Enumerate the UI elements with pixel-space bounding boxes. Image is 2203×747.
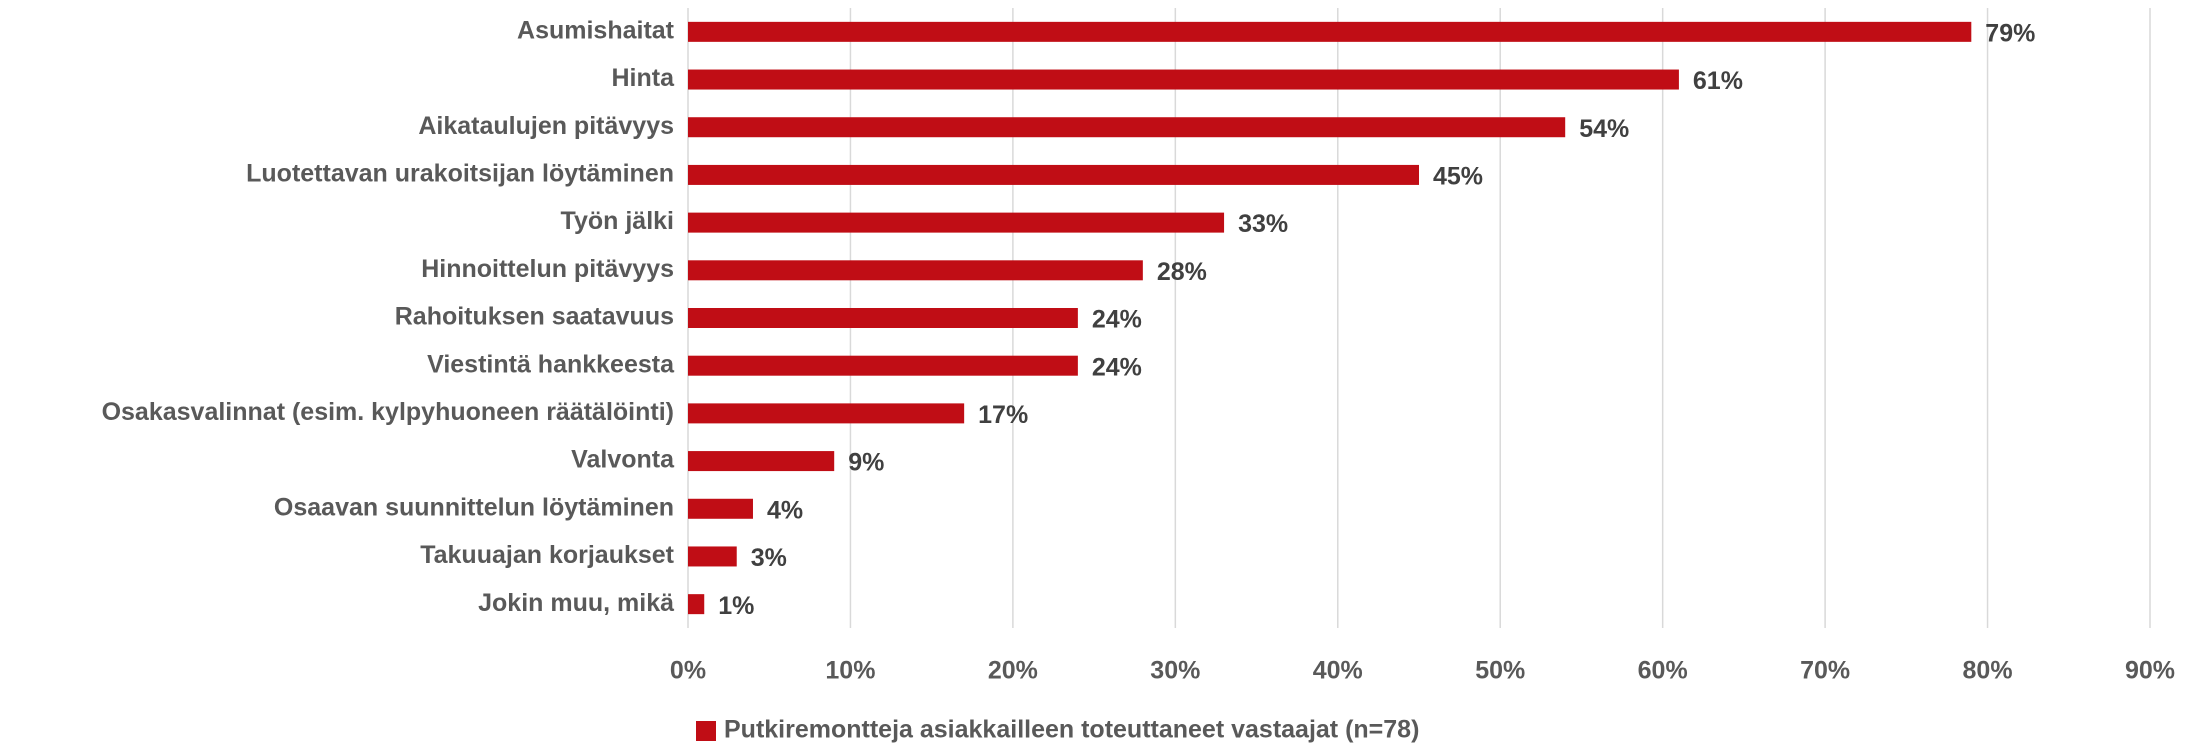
x-tick-label: 50% [1475, 657, 1525, 685]
data-label: 24% [1092, 353, 1142, 381]
y-tick-label: Aikataulujen pitävyys [418, 112, 674, 140]
x-tick-label: 90% [2125, 657, 2175, 685]
y-tick-label: Asumishaitat [517, 16, 675, 44]
bar [688, 69, 1679, 90]
legend-swatch [696, 721, 716, 741]
data-label: 61% [1693, 67, 1743, 95]
y-tick-label: Takuuajan korjaukset [420, 541, 674, 569]
data-label: 28% [1157, 258, 1207, 286]
y-tick-label: Valvonta [571, 446, 675, 474]
data-label: 3% [751, 544, 787, 572]
y-tick-label: Rahoituksen saatavuus [395, 303, 674, 331]
y-tick-label: Työn jälki [561, 207, 674, 235]
x-tick-label: 10% [825, 657, 875, 685]
data-label: 45% [1433, 163, 1483, 191]
x-tick-label: 0% [670, 657, 706, 685]
y-tick-label: Hinnoittelun pitävyys [421, 255, 674, 283]
x-tick-label: 60% [1638, 657, 1688, 685]
bar [688, 21, 1972, 42]
y-tick-label: Osakasvalinnat (esim. kylpyhuoneen räätä… [102, 398, 674, 426]
bar [688, 164, 1419, 185]
bar [688, 212, 1225, 233]
y-tick-label: Hinta [612, 64, 676, 92]
data-label: 79% [1985, 19, 2035, 47]
y-tick-label: Viestintä hankkeesta [427, 350, 675, 378]
x-tick-label: 70% [1800, 657, 1850, 685]
bar [688, 498, 753, 519]
data-label: 24% [1092, 306, 1142, 334]
bar [688, 308, 1078, 328]
bar [688, 594, 705, 615]
data-label: 1% [718, 592, 754, 620]
legend-label: Putkiremontteja asiakkailleen toteuttane… [724, 716, 1419, 744]
bar [688, 355, 1078, 376]
data-label: 33% [1238, 210, 1288, 238]
x-tick-label: 30% [1150, 657, 1200, 685]
bar [688, 403, 965, 424]
y-tick-label: Jokin muu, mikä [478, 589, 674, 617]
data-label: 17% [978, 401, 1028, 429]
x-tick-label: 80% [1963, 657, 2013, 685]
x-tick-label: 20% [988, 657, 1038, 685]
bar [688, 546, 737, 567]
x-tick-label: 40% [1313, 657, 1363, 685]
y-tick-label: Osaavan suunnittelun löytäminen [274, 493, 674, 521]
bar [688, 451, 835, 472]
bar [688, 117, 1566, 138]
bar [688, 260, 1143, 281]
data-label: 54% [1579, 115, 1629, 143]
y-tick-label: Luotettavan urakoitsijan löytäminen [246, 160, 674, 188]
data-label: 4% [767, 496, 803, 524]
data-label: 9% [848, 449, 884, 477]
